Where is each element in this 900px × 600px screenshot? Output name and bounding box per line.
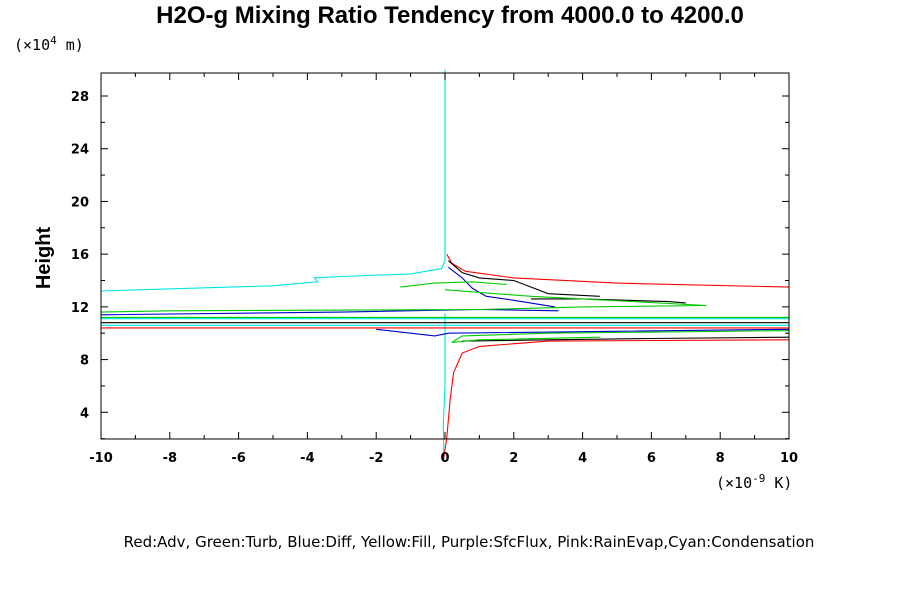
series-line-8 <box>531 298 686 304</box>
y-unit-prefix: (×10 <box>14 36 51 54</box>
x-tick-label: 6 <box>647 451 656 466</box>
series-line-7 <box>448 260 600 297</box>
x-tick-label: 2 <box>509 451 518 466</box>
y-tick-label: 28 <box>71 90 89 105</box>
series-line-14 <box>100 289 707 313</box>
x-unit-prefix: (×10 <box>716 474 753 492</box>
series-line-10 <box>462 336 790 342</box>
series-line-13 <box>376 328 790 337</box>
x-tick-label: -8 <box>163 451 177 466</box>
x-unit-suffix: K) <box>765 474 793 492</box>
chart-title: H2O-g Mixing Ratio Tendency from 4000.0 … <box>156 2 744 29</box>
series-line-1 <box>442 313 446 462</box>
series-line-17 <box>451 330 790 343</box>
y-tick-label: 20 <box>71 195 89 210</box>
x-tick-label: 0 <box>440 451 449 466</box>
series-line-15 <box>400 281 507 288</box>
x-tick-label: -6 <box>231 451 245 466</box>
y-tick-label: 12 <box>71 301 89 316</box>
y-tick-label: 16 <box>71 248 89 263</box>
x-unit-exponent: -9 <box>752 472 766 485</box>
x-tick-label: 8 <box>716 451 725 466</box>
y-axis-label: Height <box>33 227 55 290</box>
y-tick-label: 4 <box>80 406 89 421</box>
series-line-4 <box>446 253 790 288</box>
series-layer <box>100 69 790 462</box>
y-axis-unit-label: (×104 m) <box>14 34 84 54</box>
y-tick-label: 24 <box>71 143 89 158</box>
x-axis-unit-label: (×10-9 K) <box>716 472 792 492</box>
x-tick-label: -10 <box>89 451 113 466</box>
y-tick-label: 8 <box>80 354 89 369</box>
x-tick-label: -2 <box>369 451 383 466</box>
series-line-12 <box>100 308 559 316</box>
series-line-6 <box>442 339 790 462</box>
x-tick-label: 10 <box>780 451 798 466</box>
x-tick-label: -4 <box>300 451 314 466</box>
x-tick-label: 4 <box>578 451 587 466</box>
y-unit-suffix: m) <box>56 36 84 54</box>
legend-text: Red:Adv, Green:Turb, Blue:Diff, Yellow:F… <box>123 533 815 551</box>
y-unit-exponent: 4 <box>50 34 57 47</box>
series-line-0 <box>100 69 446 292</box>
